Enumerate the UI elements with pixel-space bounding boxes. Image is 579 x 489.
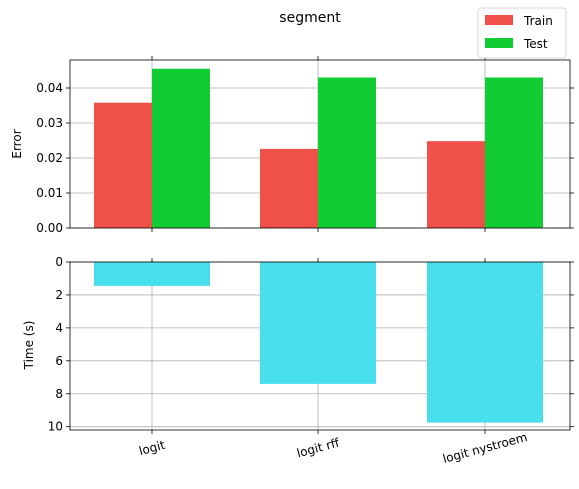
error-y-tick-label: 0.01 xyxy=(36,186,63,200)
error-y-tick-label: 0.02 xyxy=(36,151,63,165)
time-y-tick-label: 8 xyxy=(55,387,63,401)
error-bar-train-1 xyxy=(260,148,318,228)
time-y-tick-label: 6 xyxy=(55,354,63,368)
time-y-tick-label: 2 xyxy=(55,288,63,302)
error-bars xyxy=(94,68,543,228)
legend-label-test: Test xyxy=(523,37,548,51)
time-panel: 0 2 4 6 8 10 logit logit rff logit nystroem Tim… xyxy=(22,255,574,466)
error-y-label: Error xyxy=(10,129,24,158)
time-axes-frame xyxy=(69,261,571,431)
time-y-tick-label: 10 xyxy=(48,420,63,434)
legend-swatch-train xyxy=(485,15,513,25)
time-bar-2 xyxy=(427,262,543,423)
time-bars xyxy=(94,262,543,423)
time-y-ticks: 0 2 4 6 8 10 xyxy=(48,255,574,434)
legend-label-train: Train xyxy=(523,14,553,28)
legend-swatch-test xyxy=(485,38,513,48)
error-bar-test-0 xyxy=(152,68,210,228)
error-bar-test-1 xyxy=(318,77,376,228)
x-category-label: logit nystroem xyxy=(441,430,529,466)
legend: Train Test xyxy=(477,7,567,59)
time-y-tick-label: 0 xyxy=(55,255,63,269)
time-bar-1 xyxy=(260,262,376,384)
error-bar-train-0 xyxy=(94,102,152,228)
time-y-label: Time (s) xyxy=(22,321,36,371)
error-bar-train-2 xyxy=(427,141,485,228)
time-bar-0 xyxy=(94,262,210,286)
error-panel: 0.00 0.01 0.02 0.03 0.04 Error xyxy=(10,56,574,235)
error-y-tick-label: 0.04 xyxy=(36,81,63,95)
error-y-tick-label: 0.03 xyxy=(36,116,63,130)
time-y-tick-label: 4 xyxy=(55,321,63,335)
error-bar-test-2 xyxy=(485,77,543,228)
chart-title: segment xyxy=(279,10,341,26)
x-category-label: logit xyxy=(137,438,166,458)
error-y-tick-label: 0.00 xyxy=(36,221,63,235)
error-y-ticks: 0.00 0.01 0.02 0.03 0.04 xyxy=(36,81,574,235)
x-category-label: logit rff xyxy=(295,435,341,460)
error-axes-frame xyxy=(69,59,571,229)
